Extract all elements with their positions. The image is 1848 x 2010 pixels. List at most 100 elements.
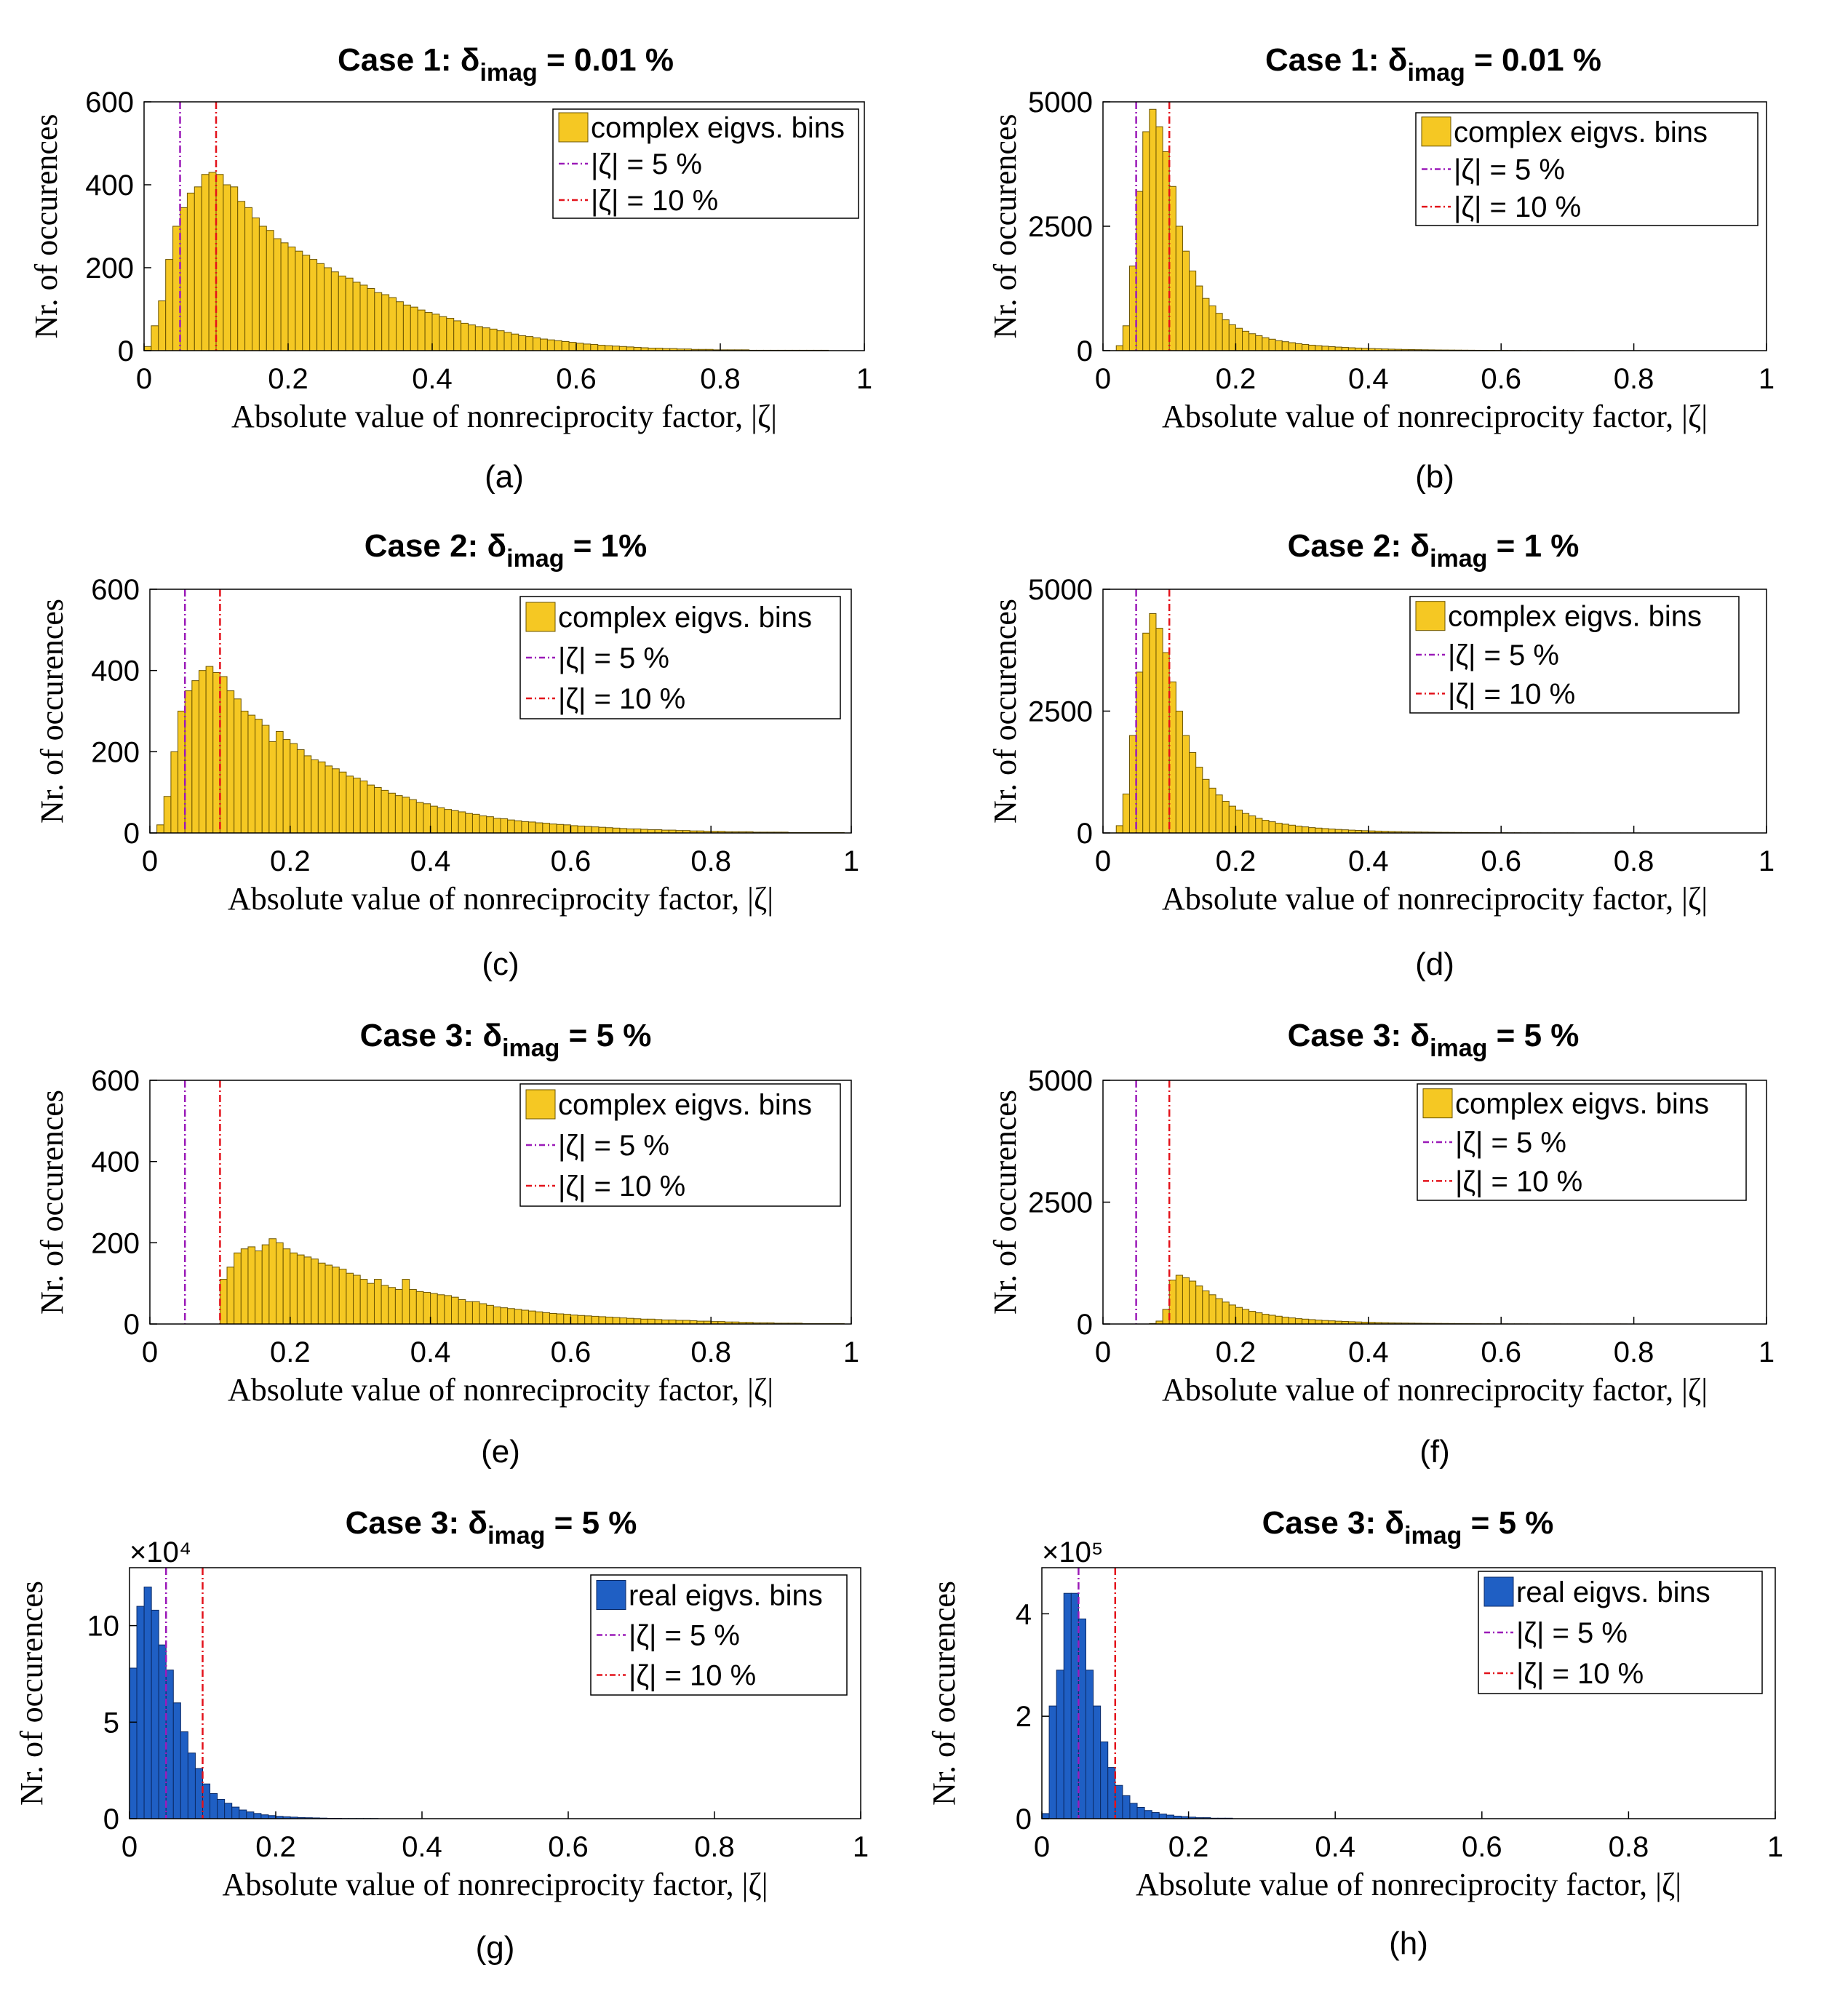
x-tick-label: 0 bbox=[142, 845, 158, 877]
histogram-bar bbox=[535, 822, 543, 834]
histogram-bar bbox=[210, 1793, 218, 1819]
histogram-bar bbox=[198, 670, 207, 834]
histogram-bar bbox=[230, 186, 239, 351]
histogram-bar bbox=[410, 306, 418, 351]
x-tick-label: 0.6 bbox=[548, 1831, 589, 1863]
histogram-bar bbox=[1222, 1301, 1230, 1325]
histogram-bar bbox=[1248, 1311, 1256, 1325]
histogram-bar bbox=[261, 1244, 270, 1325]
histogram-bar bbox=[296, 749, 305, 834]
histogram-bar bbox=[1242, 330, 1250, 351]
histogram-bar bbox=[373, 786, 382, 834]
histogram-bar bbox=[647, 1318, 656, 1325]
legend-zeta-10-label: |ζ| = 10 % bbox=[1448, 678, 1575, 710]
histogram-bar bbox=[451, 810, 459, 834]
y-tick-label: 0 bbox=[118, 335, 134, 367]
axes-box bbox=[149, 589, 852, 834]
histogram-bar bbox=[479, 1303, 487, 1325]
y-tick-label: 0 bbox=[124, 1309, 140, 1341]
legend-box bbox=[519, 596, 841, 719]
histogram-bar bbox=[324, 1264, 333, 1325]
histogram-bar bbox=[682, 1320, 690, 1325]
histogram-bar bbox=[1189, 271, 1197, 351]
histogram-bar bbox=[158, 300, 167, 351]
histogram-bar bbox=[1129, 1803, 1138, 1819]
histogram-bar bbox=[619, 1317, 628, 1325]
x-tick-label: 0.2 bbox=[1168, 1831, 1209, 1863]
histogram-bar bbox=[373, 1279, 382, 1325]
legend-bins-swatch bbox=[1415, 601, 1446, 631]
x-tick-label: 0.4 bbox=[1348, 363, 1389, 395]
histogram-bar bbox=[1294, 343, 1303, 351]
histogram-bar bbox=[1144, 1810, 1152, 1819]
legend-box bbox=[519, 1083, 841, 1207]
y-tick-label: 2500 bbox=[1028, 696, 1093, 728]
legend-bins-swatch bbox=[1483, 1576, 1514, 1607]
x-axis-label: Absolute value of nonreciprocity factor,… bbox=[1162, 881, 1708, 917]
histogram-bar bbox=[1235, 810, 1243, 834]
histogram-bar bbox=[577, 1315, 586, 1325]
histogram-bar bbox=[260, 1814, 269, 1819]
legend-zeta-5-label: |ζ| = 5 % bbox=[1516, 1617, 1628, 1649]
histogram-bar bbox=[282, 739, 291, 834]
histogram-bar bbox=[446, 318, 455, 351]
histogram-bar bbox=[1208, 1294, 1216, 1325]
axis-multiplier: ×10⁵ bbox=[1042, 1536, 1103, 1568]
x-tick-label: 1 bbox=[1759, 845, 1775, 877]
histogram-bar bbox=[424, 312, 433, 351]
legend-bins-label: real eigvs. bins bbox=[629, 1580, 823, 1612]
legend-bins-label: complex eigvs. bins bbox=[1455, 1088, 1709, 1120]
histogram-bar bbox=[471, 1301, 480, 1325]
legend: complex eigvs. bins |ζ| = 5 % |ζ| = 10 % bbox=[552, 108, 859, 219]
histogram-bar bbox=[1056, 1670, 1064, 1819]
histogram-bar bbox=[1048, 1705, 1057, 1819]
histogram-bar bbox=[1128, 735, 1137, 834]
x-tick-label: 0.8 bbox=[690, 1336, 731, 1368]
x-tick-label: 0.4 bbox=[410, 845, 451, 877]
panel-c: Case 2: δimag = 1% 0 0.2 0.4 0.6 0.8 1 0 200 400 6… bbox=[34, 528, 859, 982]
panel-title: Case 3: δimag = 5 % bbox=[360, 1018, 652, 1062]
histogram-bar bbox=[1093, 1705, 1102, 1819]
panel-a: Case 1: δimag = 0.01 % 0 0.2 0.4 0.6 0.8 1 0 200… bbox=[28, 42, 872, 495]
x-tick-label: 0 bbox=[122, 1831, 138, 1863]
histogram-bar bbox=[191, 680, 199, 834]
panel-e: Case 3: δimag = 5 % 0 0.2 0.4 0.6 0.8 1 0 200 400… bbox=[34, 1018, 859, 1469]
histogram-bar bbox=[563, 1314, 571, 1325]
histogram-bar bbox=[151, 325, 159, 351]
legend-zeta-10-label: |ζ| = 10 % bbox=[558, 683, 685, 715]
histogram-bar bbox=[180, 1731, 188, 1819]
x-tick-label: 0 bbox=[1034, 1831, 1050, 1863]
histogram-bar bbox=[570, 825, 578, 834]
histogram-bar bbox=[1321, 828, 1329, 834]
histogram-bar bbox=[423, 803, 431, 834]
histogram-bar bbox=[247, 714, 256, 834]
legend-zeta-10-label: |ζ| = 10 % bbox=[629, 1660, 756, 1692]
histogram-bar bbox=[521, 821, 530, 834]
histogram-bar bbox=[231, 1806, 240, 1819]
histogram-bar bbox=[1115, 825, 1123, 834]
histogram-bar bbox=[389, 297, 397, 351]
histogram-bar bbox=[158, 1644, 167, 1819]
x-tick-label: 1 bbox=[843, 1336, 859, 1368]
histogram-bar bbox=[507, 819, 515, 834]
histogram-bar bbox=[612, 346, 620, 351]
histogram-bar bbox=[1275, 340, 1283, 351]
histogram-bar bbox=[1281, 341, 1289, 351]
histogram-bar bbox=[1162, 652, 1170, 834]
histogram-bar bbox=[409, 1289, 417, 1325]
histogram-bar bbox=[268, 741, 277, 834]
legend: complex eigvs. bins |ζ| = 5 % |ζ| = 10 % bbox=[1417, 1083, 1747, 1201]
histogram-bar bbox=[359, 284, 368, 351]
histogram-bar bbox=[1281, 1317, 1289, 1325]
histogram-bar bbox=[1262, 820, 1270, 834]
legend-box bbox=[1478, 1571, 1763, 1694]
y-axis-label: Nr. of occurences bbox=[987, 113, 1023, 338]
histogram-bar bbox=[575, 343, 584, 351]
histogram-bar bbox=[226, 1267, 235, 1325]
histogram-bar bbox=[591, 1315, 600, 1325]
legend-box bbox=[1417, 1083, 1747, 1201]
x-axis-label: Absolute value of nonreciprocity factor,… bbox=[231, 399, 777, 434]
histogram-bar bbox=[1063, 1592, 1072, 1819]
histogram-bar bbox=[143, 346, 152, 351]
axes-box bbox=[129, 1567, 861, 1819]
